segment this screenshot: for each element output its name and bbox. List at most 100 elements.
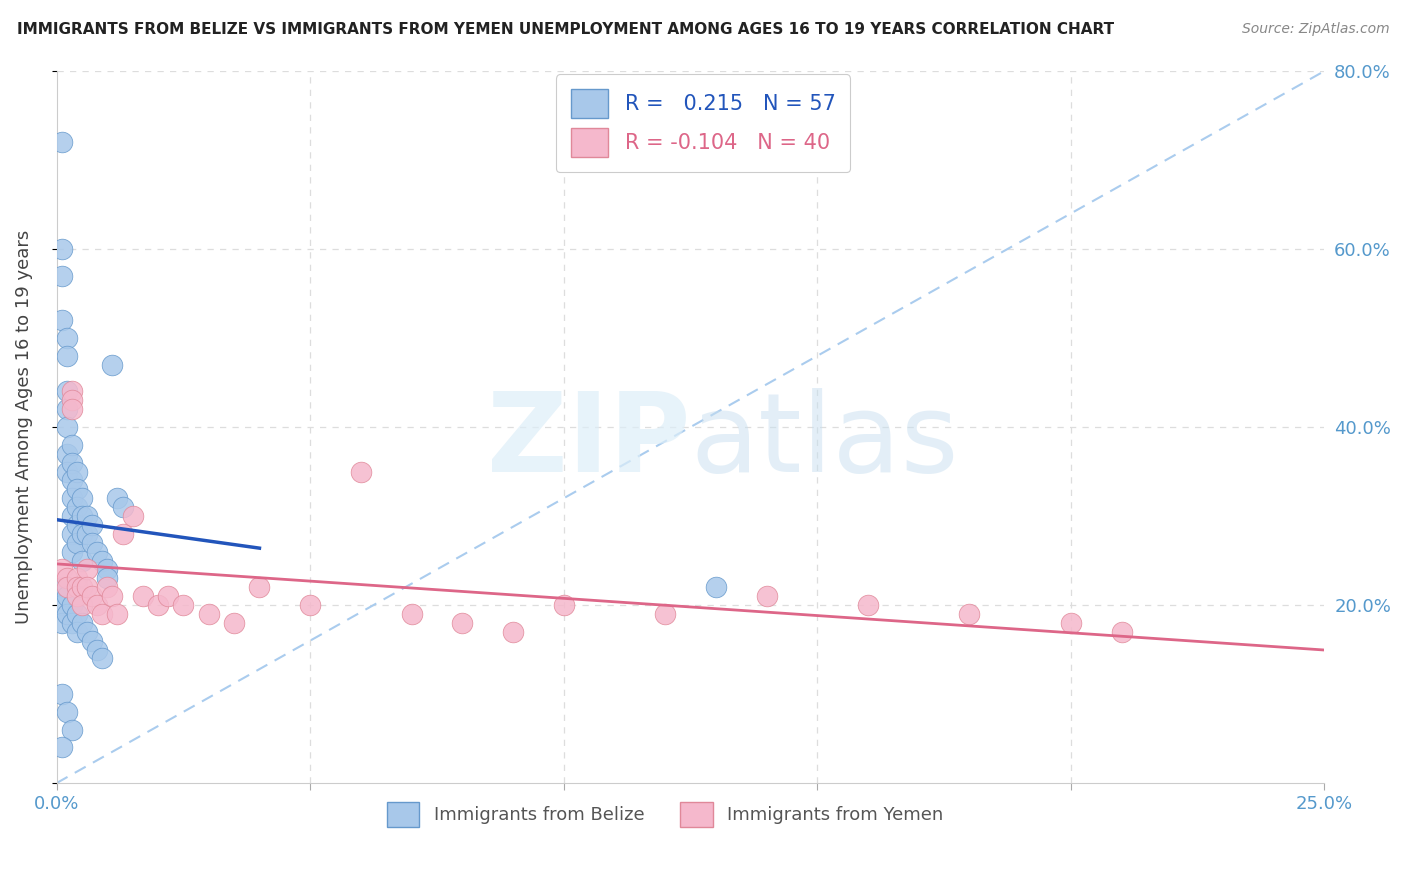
Point	[146, 598, 169, 612]
Point	[60, 526, 83, 541]
Point	[82, 518, 104, 533]
Point	[76, 580, 98, 594]
Point	[55, 589, 77, 603]
Point	[51, 615, 73, 630]
Point	[55, 571, 77, 585]
Point	[107, 607, 129, 621]
Point	[60, 491, 83, 506]
Text: IMMIGRANTS FROM BELIZE VS IMMIGRANTS FROM YEMEN UNEMPLOYMENT AMONG AGES 16 TO 19: IMMIGRANTS FROM BELIZE VS IMMIGRANTS FRO…	[17, 22, 1114, 37]
Point	[51, 598, 73, 612]
Point	[101, 589, 124, 603]
Point	[76, 624, 98, 639]
Point	[856, 598, 879, 612]
Point	[60, 598, 83, 612]
Point	[66, 589, 89, 603]
Point	[121, 509, 143, 524]
Point	[60, 474, 83, 488]
Point	[755, 589, 778, 603]
Point	[451, 615, 474, 630]
Point	[111, 500, 134, 515]
Point	[197, 607, 219, 621]
Point	[55, 607, 77, 621]
Point	[66, 518, 89, 533]
Point	[70, 580, 93, 594]
Text: ZIP: ZIP	[486, 388, 690, 495]
Point	[76, 526, 98, 541]
Point	[1060, 615, 1083, 630]
Point	[157, 589, 180, 603]
Point	[70, 615, 93, 630]
Point	[76, 509, 98, 524]
Point	[86, 642, 108, 657]
Point	[66, 465, 89, 479]
Point	[66, 500, 89, 515]
Point	[249, 580, 271, 594]
Point	[101, 358, 124, 372]
Point	[66, 607, 89, 621]
Point	[55, 580, 77, 594]
Point	[60, 509, 83, 524]
Point	[1111, 624, 1133, 639]
Point	[107, 491, 129, 506]
Point	[86, 544, 108, 558]
Point	[51, 580, 73, 594]
Point	[51, 740, 73, 755]
Point	[704, 580, 727, 594]
Point	[132, 589, 155, 603]
Point	[66, 483, 89, 497]
Point	[76, 562, 98, 576]
Point	[55, 349, 77, 363]
Point	[82, 589, 104, 603]
Point	[66, 580, 89, 594]
Point	[66, 535, 89, 549]
Point	[82, 535, 104, 549]
Point	[299, 598, 322, 612]
Point	[553, 598, 575, 612]
Point	[224, 615, 246, 630]
Point	[51, 242, 73, 256]
Point	[60, 723, 83, 737]
Point	[86, 598, 108, 612]
Point	[957, 607, 980, 621]
Text: Source: ZipAtlas.com: Source: ZipAtlas.com	[1241, 22, 1389, 37]
Point	[55, 465, 77, 479]
Point	[51, 687, 73, 701]
Point	[91, 553, 114, 567]
Point	[70, 598, 93, 612]
Point	[51, 268, 73, 283]
Point	[70, 553, 93, 567]
Point	[55, 705, 77, 719]
Point	[55, 420, 77, 434]
Point	[111, 526, 134, 541]
Point	[55, 402, 77, 417]
Point	[60, 384, 83, 399]
Point	[654, 607, 676, 621]
Y-axis label: Unemployment Among Ages 16 to 19 years: Unemployment Among Ages 16 to 19 years	[15, 230, 32, 624]
Point	[96, 580, 118, 594]
Point	[70, 509, 93, 524]
Legend: Immigrants from Belize, Immigrants from Yemen: Immigrants from Belize, Immigrants from …	[380, 795, 950, 835]
Point	[66, 624, 89, 639]
Point	[70, 491, 93, 506]
Point	[66, 571, 89, 585]
Point	[51, 562, 73, 576]
Point	[401, 607, 423, 621]
Point	[70, 526, 93, 541]
Point	[502, 624, 524, 639]
Text: atlas: atlas	[690, 388, 959, 495]
Point	[60, 456, 83, 470]
Point	[60, 402, 83, 417]
Point	[350, 465, 373, 479]
Point	[51, 135, 73, 149]
Point	[55, 447, 77, 461]
Point	[60, 393, 83, 408]
Point	[91, 607, 114, 621]
Point	[96, 562, 118, 576]
Point	[55, 331, 77, 345]
Point	[82, 633, 104, 648]
Point	[60, 615, 83, 630]
Point	[91, 651, 114, 665]
Point	[172, 598, 194, 612]
Point	[96, 571, 118, 585]
Point	[51, 313, 73, 327]
